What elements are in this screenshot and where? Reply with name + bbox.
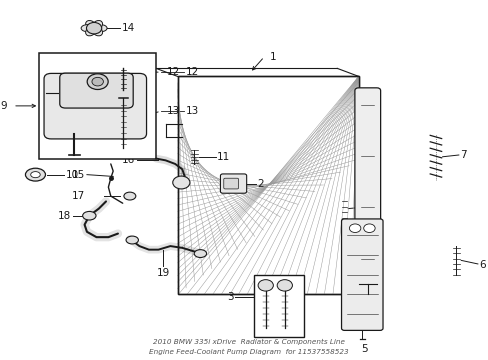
FancyBboxPatch shape xyxy=(220,174,246,193)
Text: 5: 5 xyxy=(361,344,367,354)
Text: 16: 16 xyxy=(121,156,134,165)
Text: Engine Feed-Coolant Pump Diagram  for 11537558523: Engine Feed-Coolant Pump Diagram for 115… xyxy=(149,348,348,355)
Text: 13: 13 xyxy=(185,106,199,116)
Ellipse shape xyxy=(31,172,40,178)
Bar xyxy=(39,53,156,158)
Text: 4: 4 xyxy=(275,325,282,336)
Text: 7: 7 xyxy=(459,150,466,160)
Circle shape xyxy=(363,224,374,233)
Circle shape xyxy=(87,74,108,90)
FancyBboxPatch shape xyxy=(44,73,146,139)
Polygon shape xyxy=(177,76,358,294)
Text: 6: 6 xyxy=(478,260,485,270)
Text: 13: 13 xyxy=(166,106,180,116)
Circle shape xyxy=(86,22,102,34)
Text: 12: 12 xyxy=(166,67,180,77)
Text: 2010 BMW 335i xDrive  Radiator & Components Line: 2010 BMW 335i xDrive Radiator & Componen… xyxy=(153,338,345,345)
Text: 14: 14 xyxy=(122,23,135,33)
Circle shape xyxy=(92,77,103,86)
FancyBboxPatch shape xyxy=(60,73,133,108)
Text: 9: 9 xyxy=(0,101,7,111)
Text: 8: 8 xyxy=(369,202,376,212)
Circle shape xyxy=(349,224,360,233)
Ellipse shape xyxy=(85,27,96,36)
Ellipse shape xyxy=(92,27,102,36)
FancyBboxPatch shape xyxy=(224,178,238,189)
Text: 19: 19 xyxy=(156,267,169,278)
FancyBboxPatch shape xyxy=(341,219,382,330)
Bar xyxy=(253,275,303,337)
Text: 2: 2 xyxy=(257,179,264,189)
Text: 15: 15 xyxy=(71,170,84,180)
Ellipse shape xyxy=(25,168,45,181)
Ellipse shape xyxy=(194,249,206,257)
Text: 18: 18 xyxy=(58,211,71,221)
Ellipse shape xyxy=(94,24,107,32)
Text: 11: 11 xyxy=(217,152,230,162)
Text: 12: 12 xyxy=(185,67,199,77)
Circle shape xyxy=(277,280,292,291)
Ellipse shape xyxy=(81,24,94,32)
Text: 10: 10 xyxy=(65,170,79,180)
FancyBboxPatch shape xyxy=(354,88,380,283)
Text: 3: 3 xyxy=(226,292,233,302)
Ellipse shape xyxy=(92,21,102,30)
Text: 17: 17 xyxy=(71,191,84,201)
Circle shape xyxy=(172,176,189,189)
Ellipse shape xyxy=(82,211,96,220)
Text: 1: 1 xyxy=(269,52,276,62)
Ellipse shape xyxy=(85,21,96,30)
Ellipse shape xyxy=(123,192,136,200)
Circle shape xyxy=(258,280,273,291)
Ellipse shape xyxy=(126,236,138,244)
